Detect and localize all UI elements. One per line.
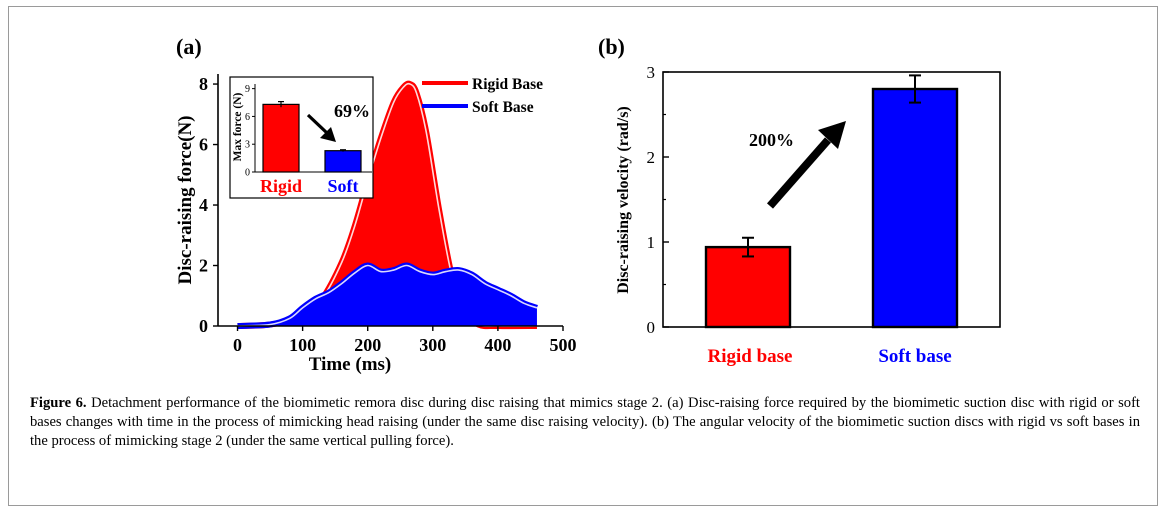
y-tick-label: 1 <box>647 233 656 252</box>
inset-category-soft: Soft <box>328 176 359 196</box>
panel-b: (b) Disc-raising velocity (rad/s) 0 1 2 3 R… <box>598 34 1001 367</box>
inset-bar-soft <box>324 150 362 173</box>
y-tick-label: 3 <box>647 63 656 82</box>
panel-a-x-axis-label: Time (ms) <box>309 354 392 375</box>
bar-soft <box>871 87 959 329</box>
inset-y-tick-label: 0 <box>245 168 250 179</box>
inset-arrow <box>306 113 336 142</box>
panel-b-annotation: 200% <box>749 130 794 150</box>
panel-a-y-axis-label: Disc-raising force(N) <box>175 115 196 284</box>
panel-b-category-rigid: Rigid base <box>708 346 793 367</box>
y-tick-label: 8 <box>199 74 208 94</box>
y-tick-label: 2 <box>199 256 208 276</box>
x-tick-label: 200 <box>354 335 381 355</box>
figure-caption: Figure 6. Detachment performance of the … <box>30 394 1140 451</box>
y-tick-label: 0 <box>647 318 656 337</box>
inset-y-tick-label: 9 <box>245 84 250 95</box>
panel-a-legend: Rigid Base Soft Base <box>422 76 543 116</box>
panel-a-inset: Max force (N) 0 3 6 9 Rigid Soft 69% <box>229 76 374 199</box>
inset-bar-rigid <box>262 103 300 173</box>
legend-label-rigid: Rigid Base <box>472 76 543 93</box>
inset-annotation: 69% <box>334 101 370 121</box>
inset-y-tick-label: 6 <box>245 112 250 123</box>
series-area-soft <box>237 265 537 326</box>
inset-y-tick-label: 3 <box>245 140 250 151</box>
bar-rigid <box>704 245 792 329</box>
panel-b-label: (b) <box>598 34 625 59</box>
y-tick-label: 0 <box>199 316 208 336</box>
panel-a-label: (a) <box>176 34 202 59</box>
caption-label: Figure 6. <box>30 395 87 411</box>
y-tick-label: 4 <box>199 195 208 215</box>
legend-label-soft: Soft Base <box>472 99 534 116</box>
caption-text: Detachment performance of the biomimetic… <box>30 395 1140 449</box>
panel-a: (a) Disc-raising force(N) Time (ms) 0 100… <box>175 34 577 375</box>
panel-b-y-axis-label: Disc-raising velocity (rad/s) <box>615 106 632 294</box>
x-tick-label: 500 <box>550 335 577 355</box>
x-tick-label: 100 <box>289 335 316 355</box>
panel-b-arrow <box>766 121 846 209</box>
figure-frame <box>8 6 1158 506</box>
x-tick-label: 300 <box>419 335 446 355</box>
inset-category-rigid: Rigid <box>260 176 302 196</box>
series-area-rigid <box>237 83 537 327</box>
inset-frame <box>229 76 374 199</box>
y-tick-label: 2 <box>647 148 656 167</box>
panel-b-category-soft: Soft base <box>878 346 951 367</box>
x-tick-label: 0 <box>233 335 242 355</box>
y-tick-label: 6 <box>199 135 208 155</box>
inset-y-axis-label: Max force (N) <box>232 92 244 161</box>
figure-6-charts: (a) Disc-raising force(N) Time (ms) 0 100… <box>175 34 1001 375</box>
series-highlight-soft <box>237 264 538 327</box>
x-tick-label: 400 <box>484 335 511 355</box>
